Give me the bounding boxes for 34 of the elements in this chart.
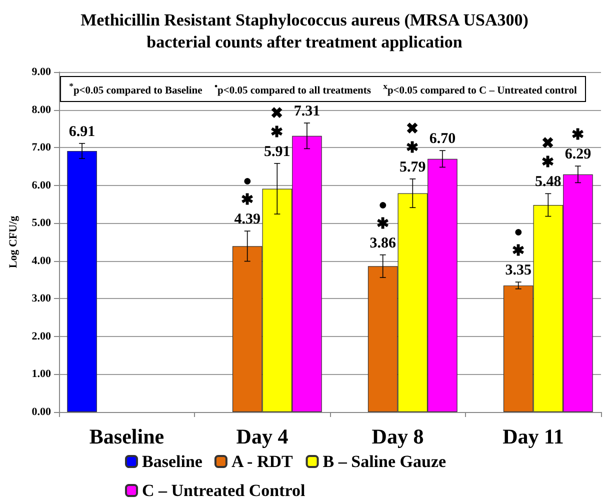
data-label: 6.70 [429, 131, 456, 148]
y-tick-label: 8.00 [32, 104, 52, 116]
data-label: ● ✱ 3.35 [505, 224, 532, 279]
data-label: ● ✱ 4.39 [234, 174, 260, 228]
legend-label: B – Saline Gauze [322, 452, 446, 471]
bar [67, 150, 97, 412]
data-label: ✖ ✱ 5.79 [400, 121, 426, 176]
x-tick-label: Day 8 [372, 424, 424, 448]
x-tick-label: Baseline [89, 424, 164, 448]
y-tick-label: 0.00 [32, 406, 52, 418]
chart-title: Methicillin Resistant Staphylococcus aureus (MRSA USA300) bacterial counts after treatment application [80, 10, 528, 52]
data-label: ✱ 6.29 [564, 128, 592, 163]
data-label: ✖ ✱ 5.91 [264, 106, 290, 160]
annotation: $^{*}$p<0.05 compared to Baseline [69, 81, 202, 96]
legend-label: Baseline [142, 452, 203, 471]
y-tick-label: 7.00 [32, 142, 52, 154]
annotation: $^{x}$p<0.05 compared to C – Untreated control [383, 81, 577, 96]
y-tick-label: 2.00 [32, 330, 52, 342]
data-label: 6.91 [68, 124, 96, 140]
legend-label: C – Untreated Control [142, 481, 306, 500]
y-tick-label: 4.00 [32, 254, 52, 267]
y-tick-label: 6.00 [32, 179, 52, 192]
annotation: $^{•}$p<0.05 compared to all treatments [214, 81, 371, 96]
data-label: ✖ ✱ 5.48 [535, 136, 562, 190]
y-tick-label: 3.00 [32, 292, 52, 305]
legend-label: A - RDT [231, 452, 294, 471]
y-tick-label: 1.00 [32, 368, 52, 380]
y-tick-label: 5.00 [32, 217, 52, 230]
x-tick-label: Day 4 [236, 424, 289, 448]
y-tick-label: 9.00 [32, 66, 52, 78]
data-label: ● ✱ 3.86 [370, 197, 396, 252]
data-label: 7.31 [294, 104, 320, 120]
x-tick-label: Day 11 [502, 424, 564, 448]
y-axis-title: Log CFU/g [8, 215, 20, 268]
